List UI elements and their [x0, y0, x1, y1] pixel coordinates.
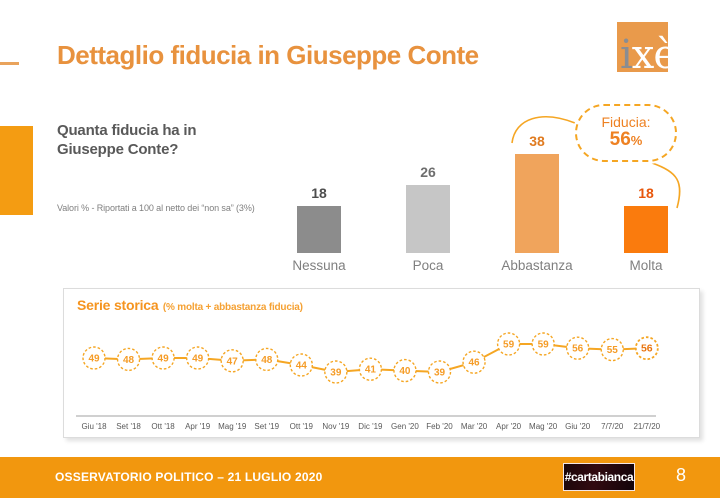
data-point-value: 48 — [123, 355, 135, 366]
x-axis-tick-label: Set '18 — [116, 422, 141, 431]
x-axis-tick-label: 7/7/20 — [601, 422, 624, 431]
survey-footnote: Valori % - Riportati a 100 al netto dei … — [57, 203, 255, 213]
x-axis-tick-label: Apr '19 — [185, 422, 211, 431]
x-axis-tick-label: Dic '19 — [358, 422, 383, 431]
data-point-marker — [324, 360, 348, 384]
fiducia-badge-label: Fiducia: — [601, 114, 651, 130]
x-axis-tick-label: Gen '20 — [391, 422, 419, 431]
x-axis-tick-label: Ott '19 — [290, 422, 314, 431]
ixe-logo: ixè — [617, 22, 677, 78]
title-accent-dash — [0, 62, 19, 65]
footer-text: OSSERVATORIO POLITICO – 21 LUGLIO 2020 — [55, 470, 323, 484]
data-point-marker — [393, 358, 417, 383]
data-point-value: 56 — [572, 344, 584, 355]
data-point-value: 49 — [88, 354, 100, 365]
cartabianca-logo-text: #cartabianca — [564, 470, 634, 484]
data-point-marker — [427, 360, 452, 384]
fiducia-value-percent: % — [630, 133, 643, 148]
bar-value-nessuna: 18 — [311, 185, 327, 202]
data-point-value: 47 — [227, 356, 239, 367]
data-point-marker — [220, 349, 244, 373]
serie-storica-title-main: Serie storica — [77, 297, 159, 313]
data-point-value: 49 — [158, 354, 170, 365]
x-axis-tick-label: Ott '18 — [151, 422, 175, 431]
data-point-marker — [151, 346, 175, 370]
logo-letters-xe: xè — [631, 32, 677, 78]
data-point-marker — [496, 332, 521, 356]
bar-molta — [624, 206, 668, 253]
serie-storica-title: Serie storica (% molta + abbastanza fidu… — [77, 297, 303, 315]
data-point-marker — [600, 337, 624, 362]
fiducia-badge-value: 56% — [577, 130, 675, 150]
data-point-marker — [289, 353, 314, 377]
x-axis-tick-label: Feb '20 — [426, 422, 453, 431]
data-point-marker — [566, 336, 590, 360]
x-axis-tick-label: Set '19 — [254, 422, 279, 431]
x-axis-tick-label: 21/7/20 — [633, 422, 660, 431]
data-point-value: 56 — [641, 343, 653, 355]
logo-letter-i: i — [620, 32, 633, 78]
serie-storica-title-sub: (% molta + abbastanza fiducia) — [162, 302, 303, 313]
x-axis-tick-label: Mar '20 — [461, 422, 488, 431]
bar-value-poca: 26 — [420, 164, 436, 181]
data-point-value: 46 — [468, 358, 480, 369]
data-point-marker — [116, 347, 141, 372]
ixe-logo-text: ixè — [620, 31, 677, 79]
data-point-marker — [462, 350, 486, 374]
bar-label-molta: Molta — [629, 258, 663, 273]
data-point-value: 40 — [399, 366, 411, 377]
data-point-value: 39 — [330, 368, 342, 379]
x-axis-tick-label: Mag '20 — [529, 422, 558, 431]
bar-value-molta: 18 — [638, 185, 654, 202]
bar-label-abbastanza: Abbastanza — [501, 258, 573, 273]
survey-question: Quanta fiducia ha in Giuseppe Conte? — [57, 122, 197, 158]
bar-label-nessuna: Nessuna — [292, 258, 346, 273]
x-axis-tick-label: Mag '19 — [218, 422, 247, 431]
x-axis-tick-label: Giu '18 — [81, 422, 107, 431]
bar-value-abbastanza: 38 — [529, 133, 545, 150]
data-point-value: 55 — [607, 345, 619, 356]
bar-chart: 18 Nessuna 26 Poca 38 Abbastanza 18 Molta — [292, 133, 668, 273]
side-accent-bar — [0, 126, 33, 215]
bar-label-poca: Poca — [412, 258, 444, 273]
data-point-marker — [634, 336, 659, 361]
data-point-value: 44 — [296, 361, 308, 372]
data-point-marker — [358, 357, 383, 381]
cartabianca-logo: #cartabianca — [563, 463, 635, 491]
x-axis-tick-label: Apr '20 — [496, 422, 522, 431]
serie-storica-line-chart: 49 Giu '18 48 Set '18 49 Ott '18 49 Apr '19 47 Ma… — [76, 332, 661, 431]
data-point-marker — [82, 346, 106, 370]
data-point-value: 39 — [434, 368, 446, 379]
fiducia-badge: Fiducia: 56% — [575, 104, 677, 162]
bar-poca — [406, 185, 450, 253]
page-number: 8 — [675, 465, 686, 485]
data-point-value: 59 — [538, 340, 550, 351]
page-title: Dettaglio fiducia in Giuseppe Conte — [57, 40, 479, 70]
bar-nessuna — [297, 206, 341, 253]
x-axis-tick-label: Giu '20 — [565, 422, 591, 431]
data-point-value: 59 — [503, 340, 515, 351]
data-point-value: 41 — [365, 365, 377, 376]
x-axis-tick-label: Nov '19 — [322, 422, 349, 431]
data-point-marker — [185, 346, 210, 370]
data-point-value: 49 — [192, 354, 204, 365]
data-point-marker — [531, 332, 555, 356]
bar-abbastanza — [515, 154, 559, 253]
footer-bar: OSSERVATORIO POLITICO – 21 LUGLIO 2020 #… — [0, 457, 720, 498]
fiducia-value-number: 56 — [609, 129, 631, 150]
data-point-marker — [255, 347, 279, 372]
serie-storica-card: Serie storica (% molta + abbastanza fidu… — [63, 288, 700, 438]
data-point-value: 48 — [261, 355, 273, 366]
